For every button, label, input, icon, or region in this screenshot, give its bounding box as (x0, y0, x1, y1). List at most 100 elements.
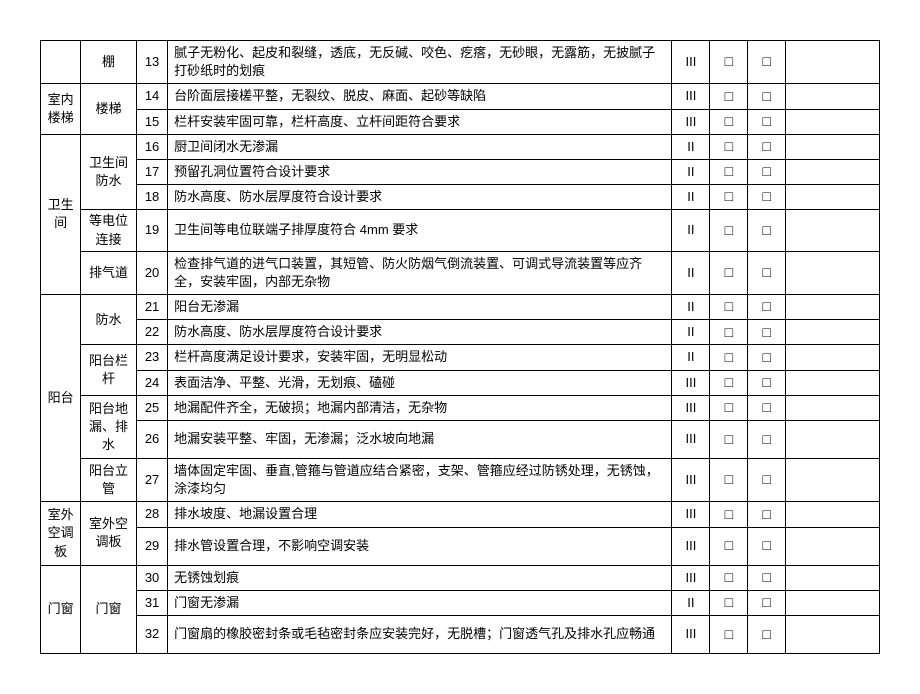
category-1: 室内楼梯 (41, 84, 81, 134)
checkbox-cell[interactable]: □ (748, 421, 786, 459)
description: 排水管设置合理，不影响空调安装 (168, 527, 672, 565)
category-2: 等电位连接 (81, 210, 137, 251)
checkbox-cell[interactable]: □ (710, 159, 748, 184)
checkbox-cell[interactable]: □ (710, 502, 748, 527)
category-2: 棚 (81, 41, 137, 84)
checkbox-cell[interactable]: □ (748, 590, 786, 615)
row-number: 29 (136, 527, 167, 565)
checkbox-cell[interactable]: □ (748, 565, 786, 590)
table-row: 排气道20检查排气道的进气口装置，其短管、防火防烟气倒流装置、可调式导流装置等应… (41, 251, 880, 294)
table-row: 棚13腻子无粉化、起皮和裂缝，透底，无反碱、咬色、疙瘩，无砂眼，无露筋，无披腻子… (41, 41, 880, 84)
remark-cell (786, 345, 880, 370)
checkbox-cell[interactable]: □ (710, 459, 748, 502)
description: 防水高度、防水层厚度符合设计要求 (168, 320, 672, 345)
checkbox-cell[interactable]: □ (710, 41, 748, 84)
table-row: 等电位连接19卫生间等电位联端子排厚度符合 4mm 要求II□□ (41, 210, 880, 251)
category-1: 卫生间 (41, 134, 81, 294)
checkbox-cell[interactable]: □ (748, 345, 786, 370)
row-number: 20 (136, 251, 167, 294)
level: II (672, 590, 710, 615)
checkbox-cell[interactable]: □ (710, 615, 748, 653)
description: 地漏安装平整、牢固，无渗漏；泛水坡向地漏 (168, 421, 672, 459)
row-number: 31 (136, 590, 167, 615)
checkbox-cell[interactable]: □ (710, 251, 748, 294)
checkbox-cell[interactable]: □ (748, 41, 786, 84)
checkbox-cell[interactable]: □ (710, 527, 748, 565)
remark-cell (786, 459, 880, 502)
remark-cell (786, 370, 880, 395)
description: 厨卫间闭水无渗漏 (168, 134, 672, 159)
row-number: 16 (136, 134, 167, 159)
table-row: 阳台防水21阳台无渗漏II□□ (41, 295, 880, 320)
checkbox-cell[interactable]: □ (748, 459, 786, 502)
checkbox-cell[interactable]: □ (748, 84, 786, 109)
level: III (672, 615, 710, 653)
category-2: 阳台栏杆 (81, 345, 137, 395)
category-1: 阳台 (41, 295, 81, 502)
checkbox-cell[interactable]: □ (710, 590, 748, 615)
checkbox-cell[interactable]: □ (710, 421, 748, 459)
remark-cell (786, 527, 880, 565)
row-number: 25 (136, 395, 167, 420)
checkbox-cell[interactable]: □ (748, 320, 786, 345)
row-number: 24 (136, 370, 167, 395)
checkbox-cell[interactable]: □ (710, 295, 748, 320)
level: II (672, 134, 710, 159)
checkbox-cell[interactable]: □ (748, 395, 786, 420)
table-row: 22防水高度、防水层厚度符合设计要求II□□ (41, 320, 880, 345)
checkbox-cell[interactable]: □ (710, 320, 748, 345)
checkbox-cell[interactable]: □ (748, 134, 786, 159)
level: III (672, 527, 710, 565)
remark-cell (786, 210, 880, 251)
description: 门窗无渗漏 (168, 590, 672, 615)
checkbox-cell[interactable]: □ (748, 109, 786, 134)
checkbox-cell[interactable]: □ (710, 565, 748, 590)
description: 防水高度、防水层厚度符合设计要求 (168, 185, 672, 210)
checkbox-cell[interactable]: □ (710, 134, 748, 159)
checkbox-cell[interactable]: □ (710, 185, 748, 210)
checkbox-cell[interactable]: □ (748, 185, 786, 210)
checkbox-cell[interactable]: □ (748, 251, 786, 294)
description: 无锈蚀划痕 (168, 565, 672, 590)
checkbox-cell[interactable]: □ (710, 370, 748, 395)
category-2: 阳台地漏、排水 (81, 395, 137, 458)
level: II (672, 295, 710, 320)
level: III (672, 421, 710, 459)
checkbox-cell[interactable]: □ (748, 615, 786, 653)
description: 腻子无粉化、起皮和裂缝，透底，无反碱、咬色、疙瘩，无砂眼，无露筋，无披腻子打砂纸… (168, 41, 672, 84)
table-row: 32门窗扇的橡胶密封条或毛毡密封条应安装完好，无脱槽；门窗透气孔及排水孔应畅通I… (41, 615, 880, 653)
checkbox-cell[interactable]: □ (748, 159, 786, 184)
description: 地漏配件齐全，无破损；地漏内部清洁，无杂物 (168, 395, 672, 420)
checkbox-cell[interactable]: □ (748, 370, 786, 395)
table-row: 室外空调板室外空调板28排水坡度、地漏设置合理III□□ (41, 502, 880, 527)
checkbox-cell[interactable]: □ (710, 109, 748, 134)
row-number: 28 (136, 502, 167, 527)
row-number: 32 (136, 615, 167, 653)
row-number: 27 (136, 459, 167, 502)
description: 阳台无渗漏 (168, 295, 672, 320)
level: II (672, 185, 710, 210)
checkbox-cell[interactable]: □ (748, 210, 786, 251)
remark-cell (786, 615, 880, 653)
checkbox-cell[interactable]: □ (710, 84, 748, 109)
description: 表面洁净、平整、光滑，无划痕、磕碰 (168, 370, 672, 395)
description: 门窗扇的橡胶密封条或毛毡密封条应安装完好，无脱槽；门窗透气孔及排水孔应畅通 (168, 615, 672, 653)
checkbox-cell[interactable]: □ (748, 295, 786, 320)
row-number: 17 (136, 159, 167, 184)
checkbox-cell[interactable]: □ (710, 345, 748, 370)
level: II (672, 320, 710, 345)
checkbox-cell[interactable]: □ (748, 502, 786, 527)
checkbox-cell[interactable]: □ (748, 527, 786, 565)
level: III (672, 109, 710, 134)
category-2: 室外空调板 (81, 502, 137, 565)
table-row: 15栏杆安装牢固可靠，栏杆高度、立杆间距符合要求III□□ (41, 109, 880, 134)
row-number: 18 (136, 185, 167, 210)
table-row: 29排水管设置合理，不影响空调安装III□□ (41, 527, 880, 565)
level: III (672, 565, 710, 590)
category-2: 阳台立管 (81, 459, 137, 502)
checkbox-cell[interactable]: □ (710, 395, 748, 420)
description: 卫生间等电位联端子排厚度符合 4mm 要求 (168, 210, 672, 251)
description: 栏杆安装牢固可靠，栏杆高度、立杆间距符合要求 (168, 109, 672, 134)
checkbox-cell[interactable]: □ (710, 210, 748, 251)
row-number: 22 (136, 320, 167, 345)
